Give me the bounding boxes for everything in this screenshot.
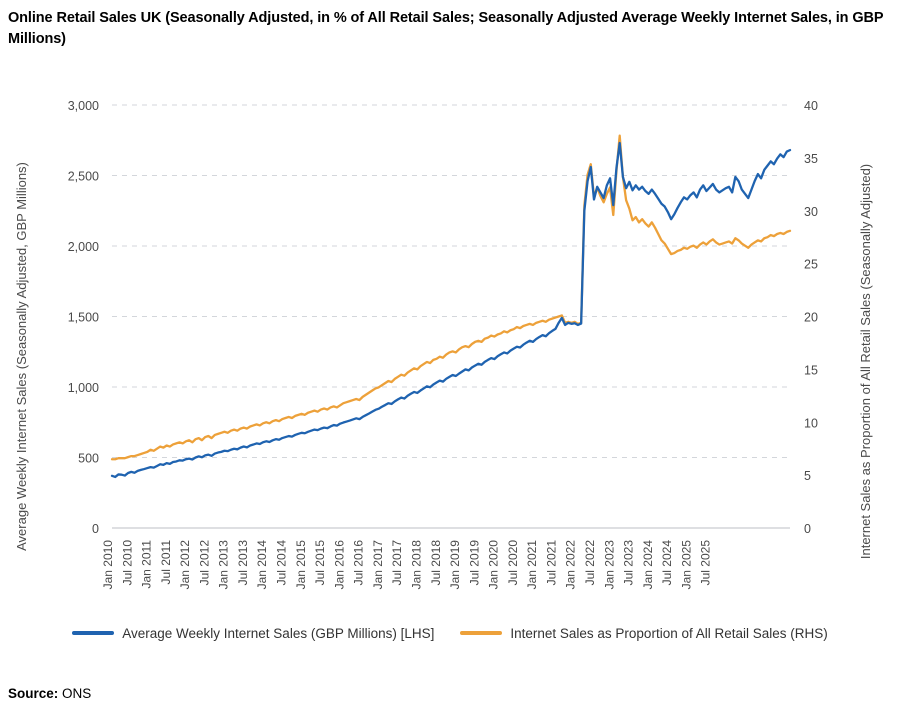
x-axis-tick: Jul 2017 [390, 540, 404, 586]
source-note: Source: ONS [8, 686, 91, 701]
x-axis-tick: Jul 2024 [660, 540, 674, 586]
y-axis-right-tick: 20 [804, 311, 818, 325]
x-axis-tick: Jan 2018 [409, 540, 423, 590]
legend-label-proportion: Internet Sales as Proportion of All Reta… [510, 625, 828, 641]
source-value: ONS [62, 686, 92, 701]
y-axis-left-tick: 3,000 [68, 99, 99, 113]
x-axis-tick: Jul 2020 [506, 540, 520, 586]
x-axis-tick: Jul 2010 [120, 540, 134, 586]
x-axis-tick: Jul 2023 [622, 540, 636, 586]
y-axis-right-title: Internet Sales as Proportion of All Reta… [858, 164, 873, 559]
x-axis-tick: Jul 2015 [313, 540, 327, 586]
x-axis-tick: Jan 2019 [448, 540, 462, 590]
y-axis-right-tick: 10 [804, 416, 818, 430]
y-axis-right-tick: 15 [804, 363, 818, 377]
x-axis-tick: Jan 2013 [217, 540, 231, 590]
y-axis-right-tick: 35 [804, 152, 818, 166]
x-axis-tick: Jan 2010 [101, 540, 115, 590]
x-axis-tick: Jul 2012 [197, 540, 211, 586]
x-axis-tick: Jul 2011 [159, 540, 173, 585]
legend-item-proportion[interactable]: Internet Sales as Proportion of All Reta… [460, 625, 828, 641]
chart-legend: Average Weekly Internet Sales (GBP Milli… [0, 618, 900, 648]
x-axis-tick: Jan 2015 [294, 540, 308, 590]
y-axis-left-tick: 500 [78, 452, 99, 466]
x-axis-tick: Jan 2012 [178, 540, 192, 590]
x-axis-tick: Jul 2021 [544, 540, 558, 586]
x-axis-tick: Jan 2011 [140, 540, 154, 589]
legend-swatch-proportion [460, 631, 503, 635]
x-axis-tick: Jan 2023 [602, 540, 616, 590]
x-axis-tick: Jul 2016 [352, 540, 366, 586]
y-axis-left-tick: 2,000 [68, 240, 99, 254]
x-axis-tick: Jan 2022 [564, 540, 578, 590]
x-axis-tick: Jan 2025 [679, 540, 693, 590]
x-axis-tick: Jan 2021 [525, 540, 539, 590]
y-axis-right-tick: 0 [804, 522, 811, 536]
source-label: Source: [8, 686, 59, 701]
y-axis-left-title: Average Weekly Internet Sales (Seasonall… [14, 162, 29, 551]
page-title: Online Retail Sales UK (Seasonally Adjus… [8, 10, 884, 48]
x-axis-tick: Jul 2019 [467, 540, 481, 586]
y-axis-left-tick: 2,500 [68, 170, 99, 184]
x-axis-tick: Jan 2014 [255, 540, 269, 590]
legend-item-internet-sales[interactable]: Average Weekly Internet Sales (GBP Milli… [72, 626, 434, 641]
series-line-internet-sales [110, 141, 792, 479]
line-chart: 0 500 1,000 1,500 2,000 2,500 3,000 0 5 10 15 20 25 3… [14, 99, 873, 590]
legend-swatch-internet-sales [72, 631, 115, 635]
y-axis-right-tick: 5 [804, 469, 811, 483]
y-axis-right-tick: 40 [804, 99, 818, 113]
y-axis-left-tick: 1,000 [68, 381, 99, 395]
series-line-proportion [110, 134, 792, 461]
x-axis-tick: Jul 2014 [275, 540, 289, 586]
y-axis-left-tick: 0 [92, 522, 99, 536]
y-axis-left-tick: 1,500 [68, 311, 99, 325]
y-axis-right-tick: 25 [804, 258, 818, 272]
x-axis-tick: Jul 2013 [236, 540, 250, 586]
x-axis-tick: Jan 2016 [332, 540, 346, 590]
chart-figure: 0 500 1,000 1,500 2,000 2,500 3,000 0 5 10 15 20 25 3… [0, 66, 900, 616]
legend-label-internet-sales: Average Weekly Internet Sales (GBP Milli… [122, 625, 435, 641]
y-axis-right-tick: 30 [804, 205, 818, 219]
x-axis-tick: Jan 2020 [487, 540, 501, 590]
x-axis-tick: Jul 2018 [429, 540, 443, 586]
x-axis-tick: Jul 2025 [699, 540, 713, 586]
x-axis-tick: Jan 2017 [371, 540, 385, 590]
x-axis-tick: Jul 2022 [583, 540, 597, 586]
x-axis-tick: Jan 2024 [641, 540, 655, 590]
